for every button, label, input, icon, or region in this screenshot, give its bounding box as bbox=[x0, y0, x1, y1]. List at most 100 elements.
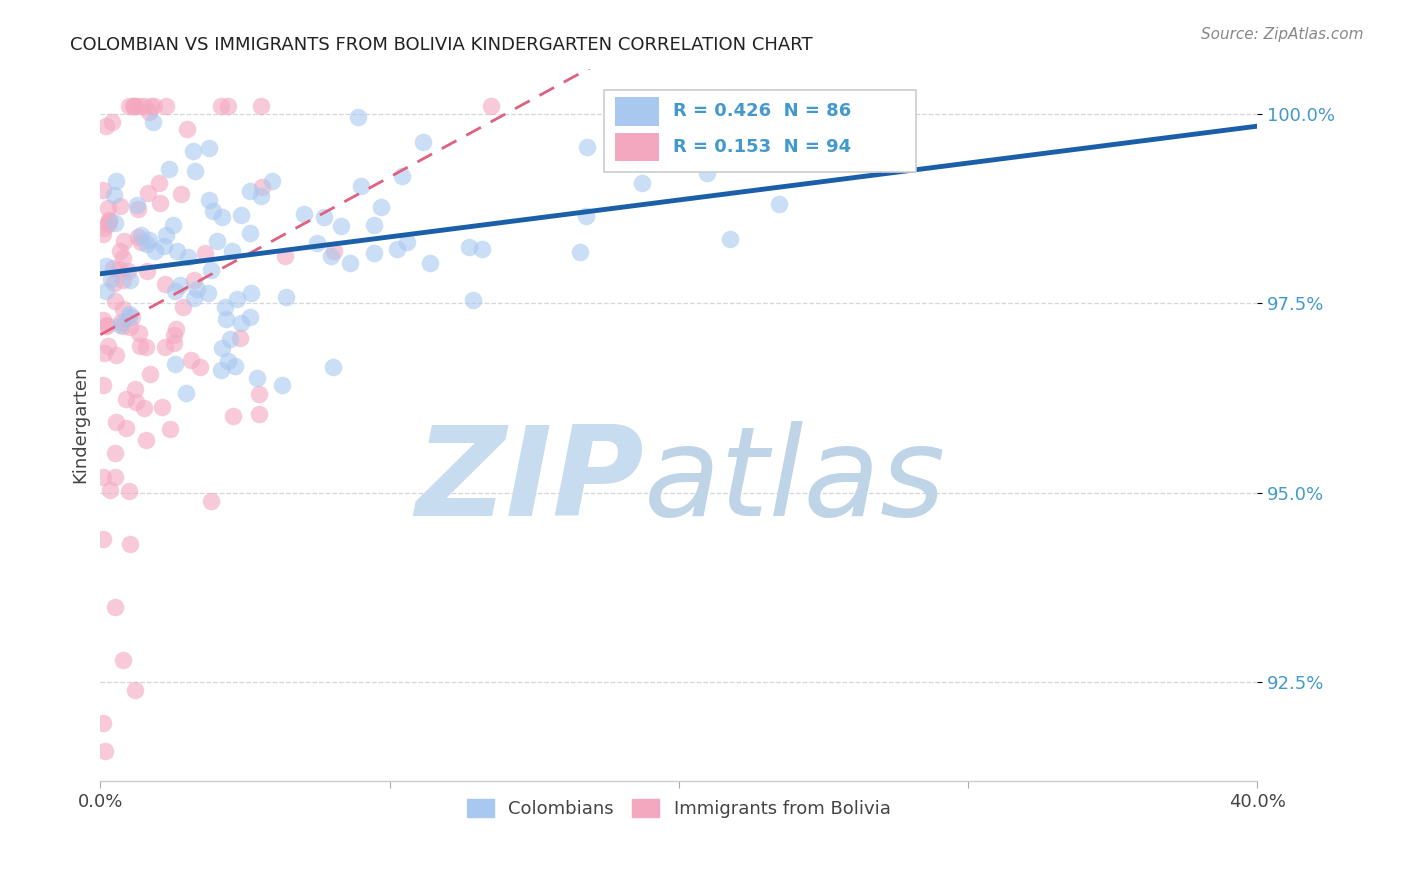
Text: R = 0.153  N = 94: R = 0.153 N = 94 bbox=[673, 138, 851, 156]
Point bbox=[363, 218, 385, 232]
FancyBboxPatch shape bbox=[614, 97, 659, 126]
Point bbox=[239, 310, 262, 324]
Point bbox=[170, 187, 193, 202]
Point bbox=[124, 99, 146, 113]
Y-axis label: Kindergarten: Kindergarten bbox=[72, 366, 89, 483]
Point bbox=[211, 210, 233, 224]
Point bbox=[159, 422, 181, 436]
Point bbox=[98, 483, 121, 497]
FancyBboxPatch shape bbox=[614, 133, 659, 161]
Point bbox=[155, 99, 177, 113]
Point bbox=[239, 226, 262, 240]
Point bbox=[330, 219, 353, 233]
Point bbox=[118, 310, 141, 324]
Point bbox=[124, 683, 146, 698]
Point bbox=[128, 99, 150, 113]
Point bbox=[239, 184, 262, 198]
Point bbox=[575, 139, 598, 153]
Point bbox=[412, 135, 434, 149]
Point bbox=[93, 346, 115, 360]
Point bbox=[172, 300, 194, 314]
Point bbox=[94, 744, 117, 758]
Point bbox=[194, 245, 217, 260]
Point bbox=[218, 332, 240, 346]
Point bbox=[96, 339, 118, 353]
Point bbox=[247, 387, 270, 401]
Point bbox=[101, 115, 124, 129]
Point bbox=[121, 310, 143, 324]
Point bbox=[127, 202, 149, 216]
Point bbox=[157, 161, 180, 176]
Point bbox=[108, 244, 131, 258]
Point bbox=[104, 215, 127, 229]
Text: ZIP: ZIP bbox=[415, 421, 644, 542]
Point bbox=[101, 260, 124, 275]
Point bbox=[111, 251, 134, 265]
Point bbox=[463, 293, 485, 307]
Point bbox=[183, 163, 205, 178]
Point bbox=[249, 407, 271, 421]
Point bbox=[138, 186, 160, 200]
Point bbox=[134, 99, 156, 113]
Legend: Colombians, Immigrants from Bolivia: Colombians, Immigrants from Bolivia bbox=[460, 791, 897, 825]
Point bbox=[239, 286, 262, 301]
Point bbox=[135, 434, 157, 448]
Point bbox=[319, 249, 342, 263]
Point bbox=[166, 244, 188, 259]
Point bbox=[94, 259, 117, 273]
Point bbox=[105, 173, 128, 187]
Point bbox=[471, 242, 494, 256]
Point bbox=[568, 244, 591, 259]
Point bbox=[180, 353, 202, 368]
Point bbox=[97, 217, 120, 231]
Point bbox=[228, 331, 250, 345]
Point bbox=[718, 232, 741, 246]
Point bbox=[209, 99, 232, 113]
Point bbox=[129, 235, 152, 250]
Point bbox=[250, 180, 273, 194]
Point bbox=[152, 239, 174, 253]
Point bbox=[103, 276, 125, 290]
Point bbox=[94, 120, 117, 134]
Point bbox=[274, 290, 297, 304]
Point bbox=[122, 99, 145, 113]
Point bbox=[457, 240, 479, 254]
Point bbox=[110, 199, 132, 213]
Point bbox=[100, 271, 122, 285]
Point bbox=[129, 339, 152, 353]
Text: atlas: atlas bbox=[644, 421, 946, 542]
Point bbox=[152, 400, 174, 414]
Point bbox=[118, 320, 141, 334]
Point bbox=[148, 177, 170, 191]
Point bbox=[479, 99, 502, 113]
Point bbox=[114, 421, 136, 435]
Point bbox=[107, 261, 129, 276]
Point bbox=[262, 174, 284, 188]
Point bbox=[103, 470, 125, 484]
FancyBboxPatch shape bbox=[603, 90, 915, 172]
Point bbox=[134, 401, 156, 415]
Point bbox=[174, 386, 197, 401]
Point bbox=[200, 263, 222, 277]
Point bbox=[117, 264, 139, 278]
Point bbox=[128, 326, 150, 341]
Point bbox=[211, 341, 233, 355]
Point bbox=[183, 273, 205, 287]
Point bbox=[143, 244, 166, 258]
Point bbox=[135, 340, 157, 354]
Point bbox=[323, 244, 346, 259]
Point bbox=[363, 246, 385, 260]
Point bbox=[307, 236, 329, 251]
Point bbox=[391, 169, 413, 184]
Point bbox=[188, 360, 211, 375]
Point bbox=[104, 599, 127, 614]
Point bbox=[177, 250, 200, 264]
Point bbox=[200, 494, 222, 508]
Point bbox=[91, 532, 114, 546]
Point bbox=[124, 382, 146, 396]
Point bbox=[385, 242, 408, 256]
Point bbox=[120, 273, 142, 287]
Point bbox=[91, 715, 114, 730]
Point bbox=[246, 371, 269, 385]
Point bbox=[114, 392, 136, 407]
